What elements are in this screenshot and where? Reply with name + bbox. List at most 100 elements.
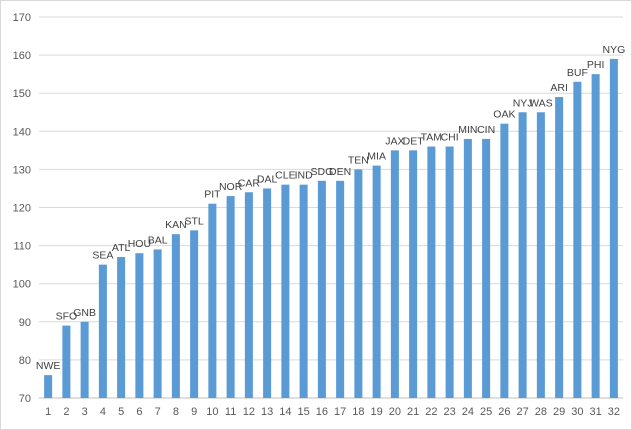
bar [62,325,71,398]
y-tick-label: 140 [13,126,31,138]
y-tick-label: 90 [19,317,31,329]
bar [44,375,53,398]
x-tick-label: 10 [206,406,218,418]
data-labels: NWESFOGNBSEAATLHOUBALKANSTLPITNORCARDALC… [36,44,625,372]
bar [135,253,144,398]
data-label: WAS [529,97,553,109]
x-tick-label: 6 [136,406,142,418]
bar [153,249,162,398]
x-tick-label: 13 [261,406,273,418]
data-label: JAX [385,135,404,147]
y-tick-label: 160 [13,50,31,62]
x-tick-label: 12 [243,406,255,418]
bar [573,81,582,399]
bar [281,184,290,398]
x-tick-label: 32 [608,406,620,418]
x-tick-label: 25 [480,406,492,418]
x-tick-label: 15 [298,406,310,418]
bar [372,165,381,398]
data-label: TAM [421,132,442,144]
x-tick-label: 16 [316,406,328,418]
x-tick-label: 11 [225,406,236,418]
data-label: NOR [219,181,243,193]
data-label: MIA [367,151,386,163]
data-label: IND [295,170,314,182]
x-tick-label: 7 [155,406,161,418]
x-tick-label: 27 [517,406,529,418]
data-label: NYG [602,44,625,56]
data-label: NWE [36,360,61,372]
bar [208,203,217,398]
bar [427,146,436,398]
x-tick-label: 14 [279,406,291,418]
y-tick-label: 70 [19,393,31,405]
bar [190,230,199,398]
data-label: SEA [92,250,113,262]
y-tick-label: 80 [19,355,31,367]
bar [555,97,564,398]
bar [171,234,180,398]
x-tick-label: 21 [407,406,419,418]
data-label: HOU [128,238,151,250]
x-tick-label: 1 [45,406,51,418]
x-tick-label: 5 [118,406,124,418]
bar [409,150,418,398]
bar [117,257,126,398]
x-tick-label: 28 [535,406,547,418]
x-tick-label: 3 [82,406,88,418]
bar [354,169,363,398]
x-tick-label: 20 [389,406,401,418]
y-tick-label: 150 [13,88,31,100]
data-label: BAL [148,234,168,246]
y-tick-label: 100 [13,279,31,291]
bar [463,138,472,399]
data-label: OAK [493,109,515,121]
bar [518,112,527,398]
data-label: GNB [73,307,96,319]
bar [317,180,326,398]
data-label: SFO [56,311,78,323]
bar [591,74,600,399]
x-tick-label: 9 [191,406,197,418]
bar [80,321,89,398]
x-tick-label: 30 [571,406,583,418]
data-label: TEN [348,154,369,166]
data-label: BUF [567,67,588,79]
data-label: DET [403,135,425,147]
bar [390,150,399,398]
x-tick-label: 2 [63,406,69,418]
gridlines [39,16,623,399]
x-tick-label: 23 [444,406,456,418]
data-label: KAN [165,219,187,231]
data-label: MIN [458,124,477,136]
bar [263,188,272,398]
x-tick-label: 17 [334,406,346,418]
x-tick-label: 18 [352,406,364,418]
x-tick-label: 8 [173,406,179,418]
y-tick-label: 130 [13,164,31,176]
x-tick-label: 24 [462,406,474,418]
data-label: ARI [550,82,568,94]
x-axis-tick-labels: 1 2 3 4 5 6 7 8 9 10 11 12 13 14 15 16 17 18 19 20 21 22 23 24 2… [45,406,620,418]
data-label: NYJ [513,97,533,109]
data-label: CAR [238,177,261,189]
data-label: PHI [587,59,605,71]
y-tick-label: 170 [13,12,31,24]
data-label: DEN [329,166,351,178]
bar [445,146,454,398]
bar [482,138,491,399]
data-label: PIT [204,189,221,201]
bar [609,58,618,398]
bars [44,58,618,399]
y-tick-label: 110 [13,241,31,253]
bar [244,192,253,398]
data-label: SDG [310,166,333,178]
bar [299,184,308,398]
data-label: ATL [112,242,131,254]
data-label: STL [184,215,203,227]
y-tick-label: 120 [13,203,31,215]
bar [226,196,235,398]
bar [98,264,107,398]
x-tick-label: 22 [425,406,437,418]
